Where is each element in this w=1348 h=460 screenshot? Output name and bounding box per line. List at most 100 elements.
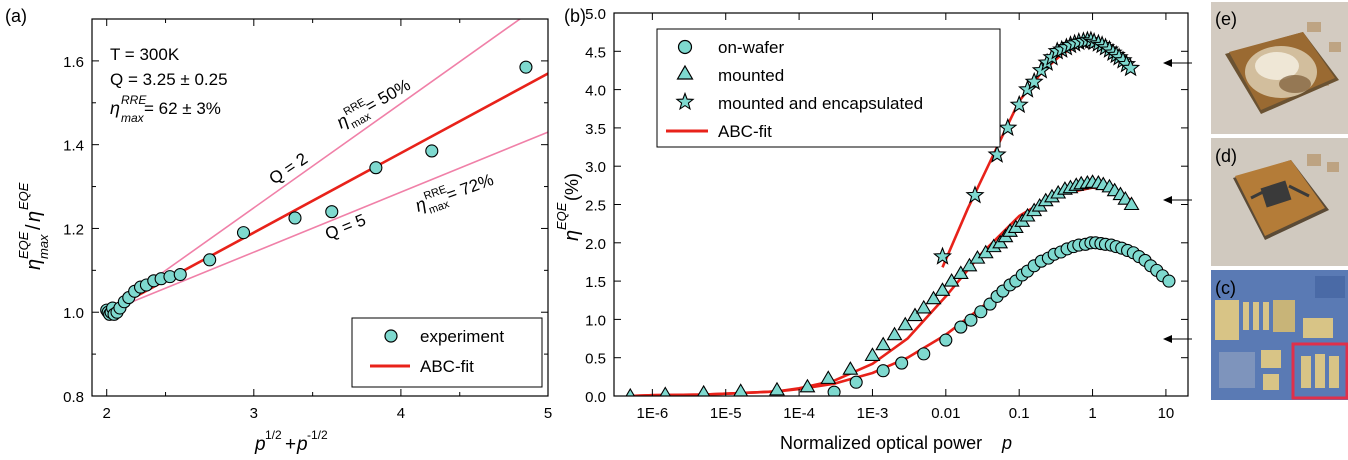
legend-label-encapsulated: mounted and encapsulated <box>718 94 923 113</box>
temperature-text: T = 300K <box>110 45 180 64</box>
svg-text:EQE: EQE <box>16 182 31 210</box>
point-experiment <box>425 144 439 158</box>
y-tick-label: 3.0 <box>585 159 606 176</box>
point-mounted-and-encapsulated <box>1018 79 1038 98</box>
svg-text:η: η <box>23 211 45 222</box>
point-experiment <box>288 211 302 225</box>
point-mounted <box>907 307 923 322</box>
point-on-wafer <box>954 320 968 334</box>
svg-text:η: η <box>561 230 583 241</box>
rre50-label: η max RRE = 50% <box>333 75 414 132</box>
series-line-abc-fit-on-wafer <box>630 241 1167 396</box>
point-mounted <box>886 326 903 341</box>
legend-label-mounted: mounted <box>718 66 784 85</box>
panel-b-points <box>625 30 1176 396</box>
point-mounted-and-encapsulated <box>998 117 1018 137</box>
svg-text:max: max <box>36 234 51 259</box>
point-mounted <box>799 378 816 393</box>
point-mounted-and-encapsulated <box>932 246 952 265</box>
svg-text:max: max <box>427 198 451 217</box>
panel-label-b: (b) <box>564 6 586 26</box>
svg-text:(%): (%) <box>562 173 582 201</box>
svg-text:= 72%: = 72% <box>444 170 496 205</box>
svg-text:p: p <box>296 434 308 455</box>
rre72-label: η max RRE = 72% <box>413 170 497 217</box>
point-mounted <box>769 381 785 396</box>
svg-text:= 50%: = 50% <box>362 75 414 116</box>
svg-text:EQE: EQE <box>554 202 569 230</box>
panel-label-e: (e) <box>1215 9 1237 29</box>
photo-encapsulated-chip: (e) <box>1211 2 1348 134</box>
svg-text:-1/2: -1/2 <box>307 428 328 442</box>
point-mounted-and-encapsulated <box>987 144 1007 163</box>
panel-b-axes: 1E-6 1E-5 1E-4 1E-3 0.01 0.1 1 10 0.0 0.5 1.0 1.5 2.… <box>585 6 1188 422</box>
point-on-wafer <box>895 356 909 370</box>
panel-a-ylabel: η max EQE / η EQE <box>16 182 51 270</box>
svg-text:max: max <box>121 111 145 125</box>
x-tick-label: 10 <box>1158 405 1175 422</box>
svg-text:p: p <box>254 434 266 455</box>
legend-marker-experiment <box>384 329 398 343</box>
panel-a-annotation: T = 300K Q = 3.25 ± 0.25 η max RRE = 62 … <box>110 45 228 125</box>
point-mounted-and-encapsulated <box>1009 94 1029 114</box>
point-on-wafer <box>964 313 978 327</box>
x-tick-label: 3 <box>250 405 258 422</box>
point-mounted-and-encapsulated <box>1121 58 1141 77</box>
legend-label-experiment: experiment <box>420 327 504 346</box>
x-tick-label: 4 <box>397 405 405 422</box>
y-tick-label: 1.6 <box>63 54 84 71</box>
x-tick-label: 1 <box>1088 405 1096 422</box>
panel-b-arrows <box>1163 59 1192 343</box>
y-tick-label: 0.0 <box>585 389 606 406</box>
q-factor-text: Q = 3.25 ± 0.25 <box>110 70 228 89</box>
svg-text:Normalized optical power: Normalized optical power <box>780 433 982 453</box>
panel-label-d: (d) <box>1215 146 1237 166</box>
y-tick-label: 0.5 <box>585 351 606 368</box>
point-mounted <box>842 361 859 375</box>
legend-label-abc-fit: ABC-fit <box>718 122 772 141</box>
panel-a-axes: 2 3 4 5 0.8 1.0 1.2 1.4 1.6 <box>63 19 552 422</box>
svg-text:/: / <box>23 224 45 230</box>
series-line-q-5 <box>106 131 548 313</box>
y-tick-label: 4.5 <box>585 44 606 61</box>
point-on-wafer <box>827 385 841 396</box>
rre-max-text: = 62 ± 3% <box>144 99 221 118</box>
y-tick-label: 1.4 <box>63 138 84 155</box>
point-mounted <box>697 384 711 396</box>
y-tick-label: 1.2 <box>63 221 84 238</box>
y-tick-label: 1.0 <box>63 305 84 322</box>
point-mounted <box>733 383 749 396</box>
svg-text:η: η <box>23 259 45 270</box>
x-tick-label: 0.1 <box>1009 405 1030 422</box>
legend-marker-on-wafer <box>677 39 693 55</box>
point-mounted <box>943 273 960 287</box>
point-mounted <box>1123 196 1140 211</box>
point-experiment <box>173 267 187 282</box>
point-experiment <box>203 253 217 267</box>
panel-b-legend: on-wafer mounted mounted and encapsulate… <box>656 28 1001 148</box>
point-on-wafer <box>1162 274 1176 288</box>
figure-canvas: (a) 2 3 4 5 0.8 1.0 1.2 1.4 1.6 p 1/2 + p -1/2 η… <box>5 6 1192 455</box>
point-mounted <box>820 370 837 384</box>
svg-text:η: η <box>110 98 120 118</box>
point-mounted <box>934 282 951 296</box>
legend-marker-mounted <box>676 64 694 80</box>
svg-text:p: p <box>1001 433 1012 453</box>
point-mounted <box>864 347 881 361</box>
svg-text:RRE: RRE <box>121 93 147 107</box>
panel-label-c: (c) <box>1215 278 1236 298</box>
point-on-wafer <box>876 364 890 378</box>
series-line-q-2 <box>106 19 522 313</box>
point-mounted-and-encapsulated <box>1024 71 1044 91</box>
x-tick-label: 5 <box>544 405 552 422</box>
x-tick-label: 1E-3 <box>857 405 889 422</box>
point-on-wafer <box>917 347 931 361</box>
y-tick-label: 4.0 <box>585 83 606 100</box>
panel-a-points <box>100 60 533 321</box>
y-tick-label: 0.8 <box>63 389 84 406</box>
legend-star-shape <box>675 91 695 111</box>
point-mounted <box>625 387 635 396</box>
point-on-wafer <box>974 305 988 319</box>
point-mounted <box>875 336 892 351</box>
svg-text:1/2: 1/2 <box>265 428 282 442</box>
